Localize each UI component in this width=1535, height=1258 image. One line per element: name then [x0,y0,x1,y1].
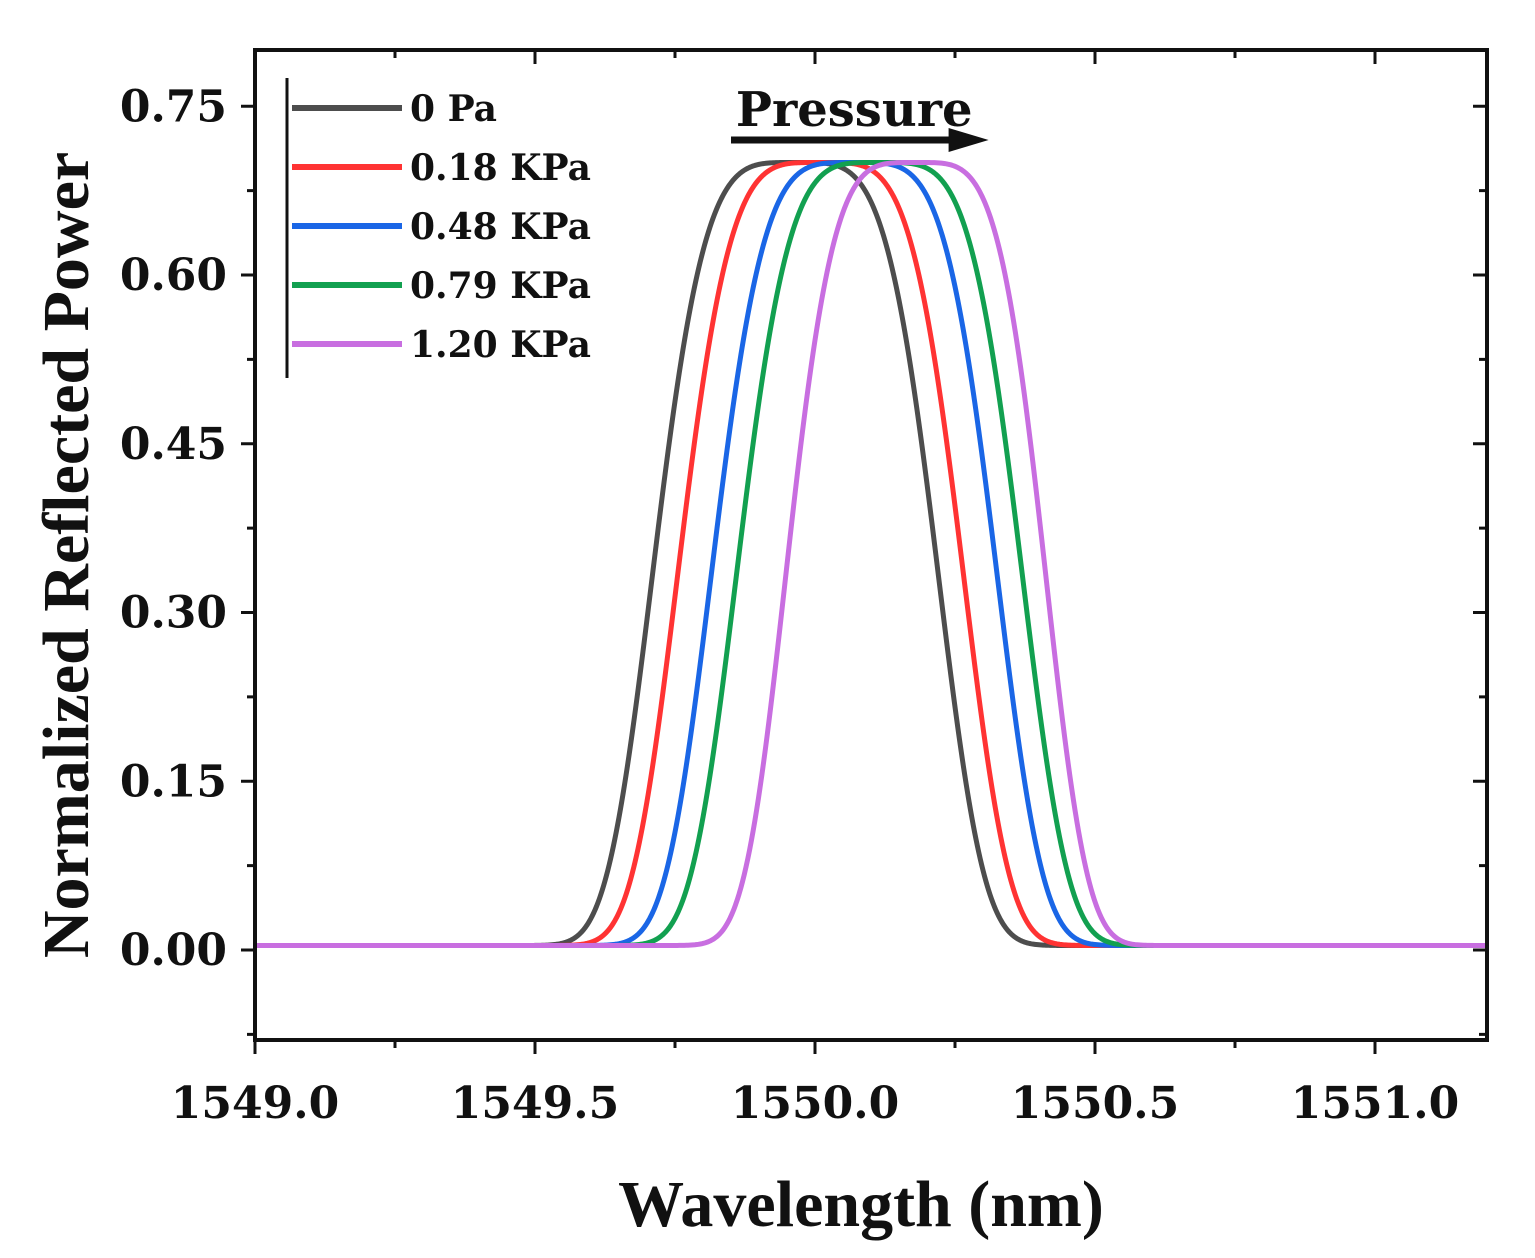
series-layer [253,160,1488,948]
x-tick-label: 1549.0 [171,1078,339,1129]
legend: 0 Pa 0.18 KPa 0.48 KPa 0.79 KPa 1.20 KPa [285,78,591,378]
legend-label-3: 0.48 KPa [410,206,591,248]
y-axis-title: Normalized Reflected Power [30,152,103,958]
legend-label-5: 1.20 KPa [410,324,591,366]
x-tick-label: 1550.5 [1011,1078,1179,1129]
x-tick-label: 1551.0 [1291,1078,1459,1129]
y-tick-label: 0.00 [120,925,227,976]
x-tick-label: 1549.5 [451,1078,619,1129]
legend-label-2: 0.18 KPa [410,147,591,189]
y-tick-label: 0.75 [120,81,227,132]
x-tick-label: 1550.0 [731,1078,899,1129]
pressure-label: Pressure [736,82,973,138]
y-tick-label: 0.60 [120,250,227,301]
y-tick-label: 0.45 [120,419,227,470]
y-tick-label: 0.15 [120,756,227,807]
plot-frame [253,48,1489,1042]
annotation-layer: Pressure [731,82,989,152]
series-line-5 [254,160,1488,948]
y-tick-label: 0.30 [120,588,227,639]
legend-label-4: 0.79 KPa [410,265,591,307]
x-axis-title: Wavelength (nm) [618,1168,1104,1241]
tick-label-layer: 1549.0 1549.5 1550.0 1550.5 1551.0 0.00 0.15 0.… [120,81,1459,1129]
pressure-arrow-head [948,128,989,152]
legend-label-1: 0 Pa [410,88,497,130]
